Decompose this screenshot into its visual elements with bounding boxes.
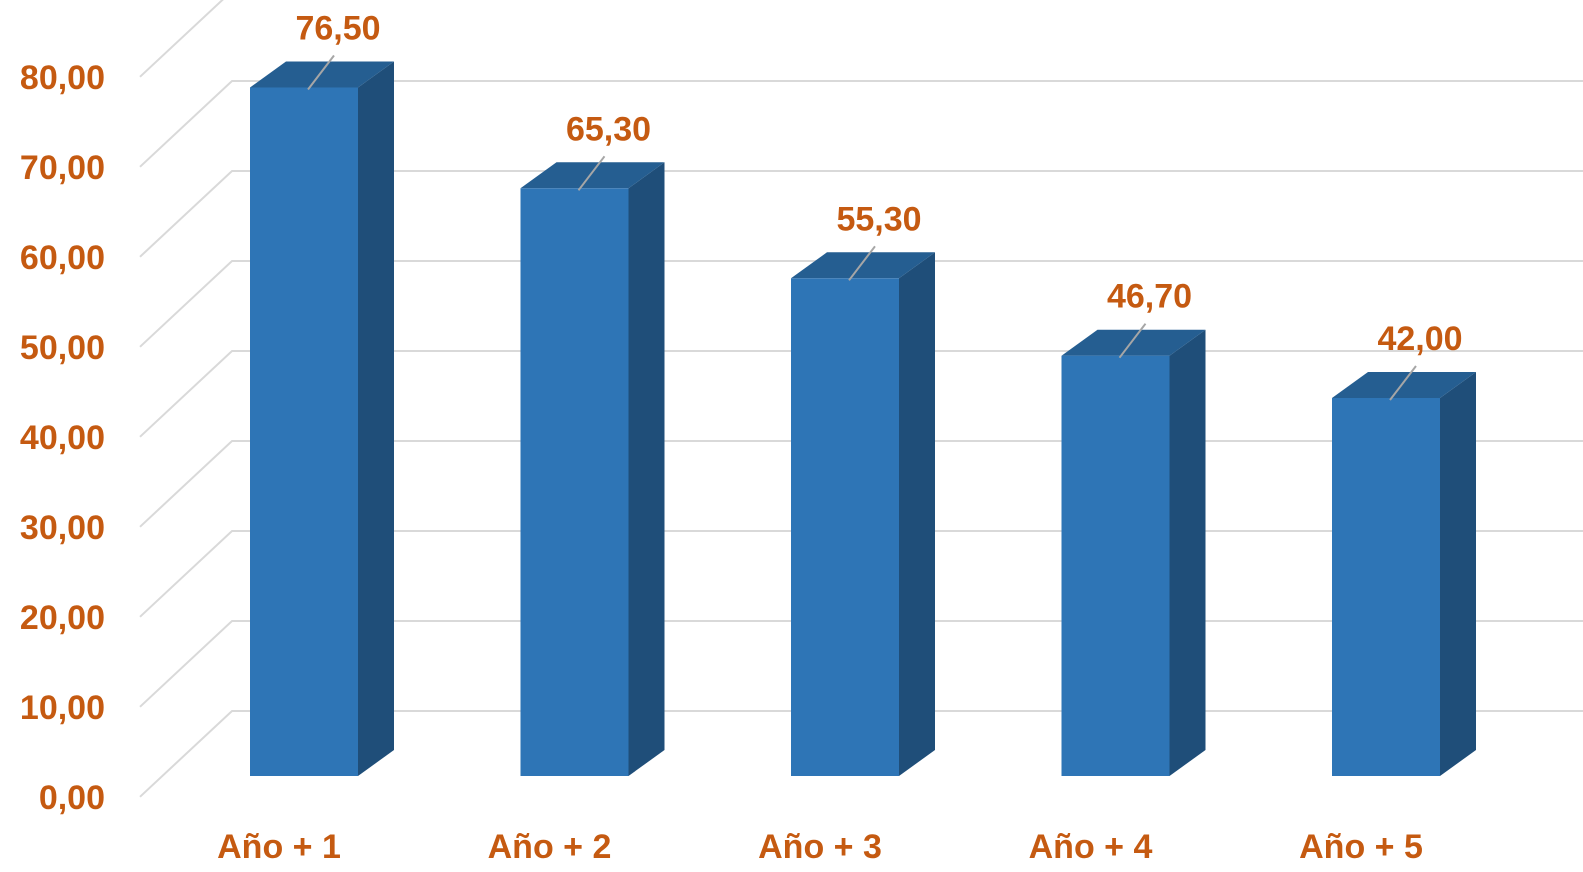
gridline <box>139 80 1583 168</box>
y-tick-label: 10,00 <box>20 689 105 727</box>
data-label: 76,50 <box>295 10 380 48</box>
data-label-leader <box>1118 323 1147 359</box>
y-axis-ticks: 0,00 10,00 20,00 30,00 40,00 50,00 60,00 70,00 8… <box>20 59 105 817</box>
data-label-leader <box>848 245 876 281</box>
data-label-leader <box>1389 365 1417 401</box>
bar-front-face <box>520 188 629 777</box>
data-label: 65,30 <box>566 110 651 148</box>
gridlines <box>139 0 1583 798</box>
gridline <box>139 170 1583 258</box>
bar-side-face <box>1169 329 1206 776</box>
x-category-label: Año + 2 <box>488 828 612 866</box>
bar-front-face <box>1332 398 1440 776</box>
bar-side-face <box>358 61 394 776</box>
data-label: 46,70 <box>1107 278 1192 316</box>
y-tick-label: 20,00 <box>20 599 105 637</box>
bar <box>791 252 935 777</box>
data-label: 55,30 <box>836 200 921 238</box>
x-category-label: Año + 4 <box>1029 828 1153 866</box>
y-tick-label: 30,00 <box>20 509 105 547</box>
bar-top-face <box>791 252 935 279</box>
data-label-leader <box>577 155 606 191</box>
y-tick-label: 60,00 <box>20 239 105 277</box>
bar <box>250 61 394 776</box>
data-labels: 76,50 65,30 55,30 46,70 42,00 <box>295 10 1463 401</box>
bar <box>1061 329 1206 776</box>
bar-side-face <box>628 162 665 777</box>
x-axis-categories: Año + 1 Año + 2 Año + 3 Año + 4 Año + 5 <box>217 828 1423 866</box>
bar-top-face <box>520 162 665 189</box>
bar-front-face <box>1061 355 1170 776</box>
gridline <box>139 260 1583 348</box>
data-label-leader <box>307 54 335 91</box>
y-tick-label: 70,00 <box>20 149 105 187</box>
y-tick-label: 80,00 <box>20 59 105 97</box>
bar-top-face <box>250 61 394 88</box>
gridline <box>139 0 224 78</box>
bar-side-face <box>1440 372 1476 776</box>
y-tick-label: 40,00 <box>20 419 105 457</box>
bar-top-face <box>1061 329 1206 356</box>
x-category-label: Año + 5 <box>1299 828 1423 866</box>
bar <box>520 162 665 777</box>
x-category-label: Año + 1 <box>217 828 341 866</box>
y-tick-label: 50,00 <box>20 329 105 367</box>
bars <box>250 61 1476 777</box>
bar-top-face <box>1332 372 1476 398</box>
data-label: 42,00 <box>1377 320 1462 358</box>
y-tick-label: 0,00 <box>39 779 105 817</box>
bar-side-face <box>899 252 935 777</box>
bar-front-face <box>791 278 899 776</box>
x-category-label: Año + 3 <box>758 828 882 866</box>
bar-front-face <box>250 87 358 776</box>
bar <box>1332 372 1476 776</box>
